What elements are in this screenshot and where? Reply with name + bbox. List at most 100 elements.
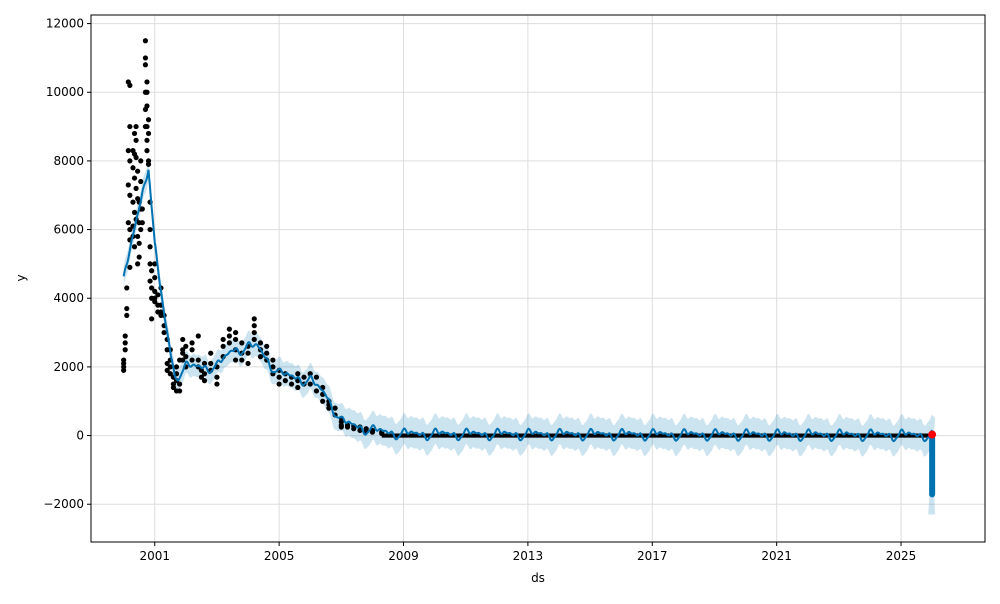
observed-point <box>124 312 130 319</box>
observed-point <box>245 350 251 356</box>
observed-point <box>135 168 141 174</box>
observed-point <box>195 333 201 339</box>
observed-points <box>121 38 933 438</box>
observed-point <box>124 305 130 312</box>
observed-point <box>127 158 133 164</box>
observed-point <box>183 343 189 349</box>
observed-point <box>332 405 338 411</box>
observed-point <box>133 185 139 191</box>
observed-point <box>307 371 313 377</box>
observed-point <box>145 161 152 167</box>
x-axis-label: ds <box>531 571 545 585</box>
observed-point <box>351 426 357 432</box>
observed-point <box>189 340 195 346</box>
x-tick-label: 2017 <box>637 549 668 563</box>
observed-point <box>208 360 214 367</box>
y-tick-label: 8000 <box>53 154 84 168</box>
observed-point <box>201 371 208 377</box>
observed-point <box>138 226 144 233</box>
observed-point <box>264 343 270 349</box>
observed-point <box>122 347 128 353</box>
observed-point <box>232 329 239 336</box>
observed-point <box>152 295 158 301</box>
observed-point <box>147 244 153 250</box>
observed-dense-points <box>381 433 933 438</box>
observed-point <box>149 316 155 322</box>
observed-point <box>145 117 152 123</box>
observed-point <box>195 357 201 363</box>
observed-point <box>173 364 180 370</box>
observed-point <box>288 381 295 387</box>
observed-point <box>158 309 164 315</box>
observed-point <box>295 371 301 377</box>
observed-point <box>320 398 326 404</box>
forecast-end-bar <box>929 435 936 498</box>
observed-point <box>144 89 150 95</box>
forecast-line <box>122 169 933 443</box>
observed-point <box>125 182 131 188</box>
observed-point <box>142 38 149 44</box>
observed-point <box>133 137 139 143</box>
observed-point <box>164 367 170 373</box>
observed-point <box>144 123 150 130</box>
observed-point <box>307 381 313 387</box>
observed-point <box>167 371 173 377</box>
y-tick-label: 4000 <box>53 291 84 305</box>
observed-point <box>214 374 220 380</box>
observed-point <box>136 240 142 246</box>
observed-point <box>147 226 153 233</box>
observed-point <box>144 137 150 143</box>
observed-point <box>183 354 189 360</box>
observed-point <box>270 357 276 363</box>
observed-point <box>142 55 149 61</box>
observed-point <box>232 336 239 343</box>
observed-point <box>139 206 145 212</box>
observed-point <box>226 326 232 332</box>
observed-point <box>276 374 282 380</box>
observed-point <box>152 275 158 281</box>
observed-point <box>122 340 128 346</box>
plot-frame <box>90 14 986 543</box>
x-tick-label: 2021 <box>761 549 792 563</box>
x-tick-label: 2005 <box>264 549 295 563</box>
observed-point <box>127 264 133 270</box>
x-tick-label: 2001 <box>139 549 170 563</box>
observed-point <box>170 384 177 391</box>
y-tick-label: 2000 <box>53 360 84 374</box>
observed-point <box>139 220 145 226</box>
observed-point <box>338 424 344 430</box>
observed-point <box>251 323 257 329</box>
observed-point <box>180 350 186 356</box>
observed-point <box>121 357 127 363</box>
observed-point <box>198 374 204 380</box>
observed-point <box>180 336 186 343</box>
observed-point <box>245 360 251 367</box>
observed-point <box>189 347 195 353</box>
observed-point <box>257 354 264 360</box>
observed-point <box>127 82 133 88</box>
y-axis-label: y <box>14 274 28 281</box>
observed-point <box>276 381 282 387</box>
last-observed-point <box>928 430 937 439</box>
observed-point <box>220 336 226 343</box>
x-tick-label: 2025 <box>886 549 917 563</box>
observed-point <box>295 384 301 391</box>
observed-point <box>152 261 158 267</box>
observed-point <box>131 130 138 137</box>
gridlines <box>91 15 985 542</box>
y-tick-label: 6000 <box>53 223 84 237</box>
observed-point <box>201 378 208 384</box>
observed-point <box>251 329 257 336</box>
observed-point <box>251 336 257 343</box>
observed-point <box>130 199 136 205</box>
observed-point <box>264 350 270 356</box>
observed-point <box>142 62 149 68</box>
observed-point <box>282 378 288 384</box>
observed-point <box>131 244 138 250</box>
observed-point <box>144 148 150 154</box>
observed-point <box>177 388 183 394</box>
observed-point <box>161 329 167 336</box>
observed-point <box>313 388 320 394</box>
observed-point <box>239 357 245 363</box>
